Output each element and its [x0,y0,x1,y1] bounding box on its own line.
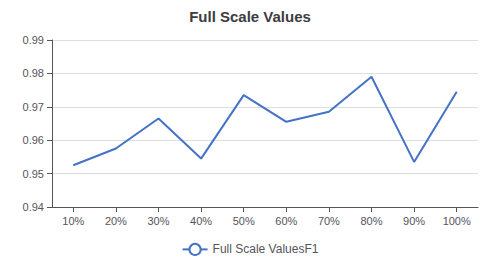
svg-text:0.99: 0.99 [23,34,44,46]
svg-text:100%: 100% [443,215,471,227]
svg-text:0.94: 0.94 [23,201,44,213]
svg-text:20%: 20% [105,215,127,227]
svg-text:0.96: 0.96 [23,134,44,146]
svg-text:Full Scale ValuesF1: Full Scale ValuesF1 [213,242,319,256]
svg-text:0.97: 0.97 [23,101,44,113]
svg-text:10%: 10% [62,215,84,227]
svg-text:70%: 70% [318,215,340,227]
svg-text:40%: 40% [190,215,212,227]
svg-text:80%: 80% [360,215,382,227]
svg-text:Full Scale Values: Full Scale Values [189,8,311,25]
svg-text:60%: 60% [275,215,297,227]
svg-text:30%: 30% [147,215,169,227]
svg-text:0.95: 0.95 [23,168,44,180]
svg-text:0.98: 0.98 [23,67,44,79]
svg-text:50%: 50% [233,215,255,227]
svg-text:90%: 90% [403,215,425,227]
